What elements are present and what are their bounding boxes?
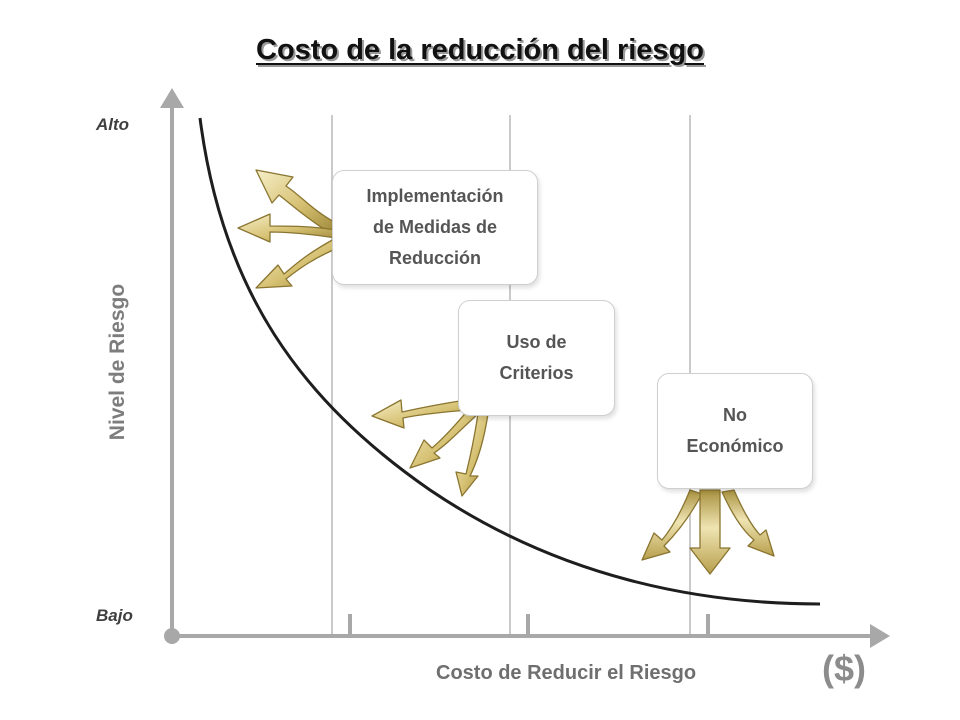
box-implementacion: Implementación de Medidas de Reducción (332, 170, 538, 285)
y-axis-label: Nivel de Riesgo (106, 283, 129, 441)
x-axis-unit: ($) (822, 648, 866, 689)
x-axis-label: Costo de Reducir el Riesgo (436, 662, 697, 684)
y-axis-low-label: Bajo (96, 606, 133, 625)
arrow-right-icon (870, 624, 890, 648)
arrow-group-no-economico (641, 489, 775, 575)
arrow-group-implementacion (237, 169, 339, 289)
axis-origin-dot-icon (164, 628, 180, 644)
y-axis-high-label: Alto (96, 115, 130, 134)
risk-curve (198, 117, 821, 606)
arrow-up-icon (160, 88, 184, 108)
diagram-title: Costo de la reducción del riesgo (256, 34, 704, 66)
box-no-economico: No Económico (657, 373, 813, 489)
arrow-group-criterios (371, 399, 489, 497)
box-uso-de-criterios: Uso de Criterios (458, 300, 615, 416)
